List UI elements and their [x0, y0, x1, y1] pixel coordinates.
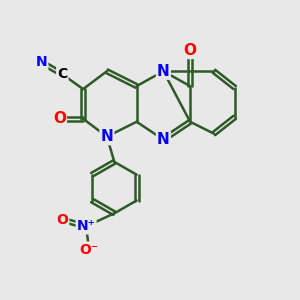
Text: N: N — [157, 64, 170, 79]
Text: C: C — [57, 67, 68, 81]
Text: N: N — [157, 132, 170, 147]
Text: O: O — [53, 111, 66, 126]
Text: N⁺: N⁺ — [77, 219, 95, 233]
Text: O: O — [184, 43, 196, 58]
Text: O⁻: O⁻ — [80, 243, 99, 256]
Text: N: N — [100, 129, 113, 144]
Text: O: O — [56, 213, 68, 227]
Text: N: N — [36, 55, 47, 69]
